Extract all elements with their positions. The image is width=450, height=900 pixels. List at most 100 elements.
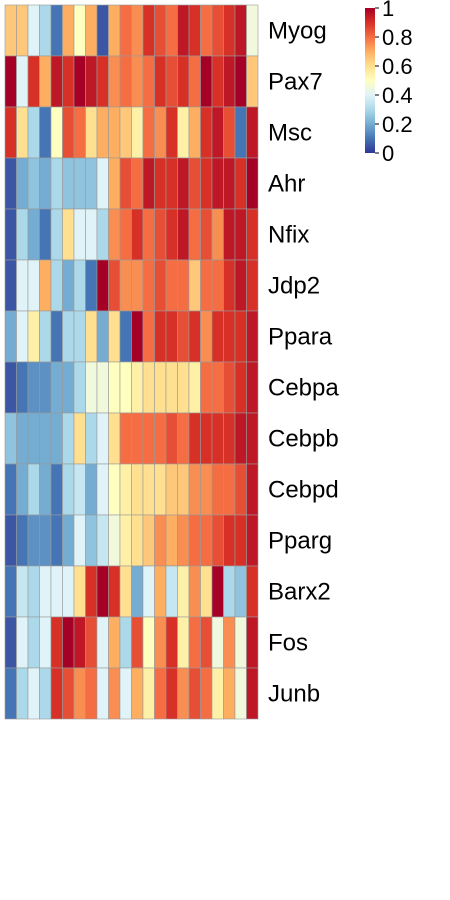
heatmap-cell bbox=[16, 361, 29, 414]
legend-tick-label: 0.4 bbox=[382, 83, 413, 108]
heatmap-cell bbox=[50, 463, 63, 516]
heatmap-cell bbox=[4, 361, 17, 414]
heatmap-cell bbox=[73, 106, 86, 159]
heatmap-cell bbox=[200, 310, 213, 363]
heatmap-cell bbox=[62, 106, 75, 159]
heatmap-cell bbox=[234, 157, 247, 210]
heatmap-cell bbox=[211, 616, 224, 669]
heatmap-cell bbox=[246, 463, 259, 516]
heatmap-cell bbox=[96, 310, 109, 363]
heatmap-cell bbox=[16, 310, 29, 363]
heatmap-cell bbox=[96, 208, 109, 261]
heatmap-cell bbox=[131, 106, 144, 159]
heatmap-cell bbox=[142, 463, 155, 516]
heatmap-cell bbox=[4, 514, 17, 567]
heatmap-cell bbox=[188, 4, 201, 57]
heatmap-cell bbox=[73, 361, 86, 414]
heatmap-cell bbox=[27, 565, 40, 618]
heatmap-cell bbox=[246, 106, 259, 159]
heatmap-cell bbox=[119, 106, 132, 159]
heatmap-cell bbox=[27, 667, 40, 720]
heatmap-cell bbox=[234, 361, 247, 414]
heatmap-cell bbox=[62, 616, 75, 669]
heatmap-cell bbox=[39, 361, 52, 414]
heatmap-cell bbox=[96, 667, 109, 720]
heatmap-cell bbox=[62, 157, 75, 210]
heatmap-cell bbox=[177, 208, 190, 261]
heatmap-cell bbox=[27, 361, 40, 414]
heatmap-cell bbox=[142, 4, 155, 57]
heatmap-cell bbox=[119, 310, 132, 363]
heatmap-cell bbox=[73, 463, 86, 516]
heatmap-cell bbox=[165, 259, 178, 312]
heatmap-cell bbox=[234, 667, 247, 720]
heatmap-cell bbox=[234, 55, 247, 108]
heatmap-cell bbox=[4, 667, 17, 720]
heatmap-cell bbox=[4, 565, 17, 618]
heatmap-cell bbox=[165, 55, 178, 108]
heatmap-cell bbox=[131, 361, 144, 414]
heatmap-cell bbox=[119, 463, 132, 516]
heatmap-cell bbox=[246, 412, 259, 465]
heatmap-cell bbox=[119, 259, 132, 312]
heatmap-cells bbox=[4, 4, 259, 720]
row-label: Myog bbox=[268, 18, 327, 45]
heatmap-cell bbox=[234, 310, 247, 363]
heatmap-cell bbox=[188, 310, 201, 363]
heatmap-cell bbox=[165, 514, 178, 567]
legend-tick-label: 0 bbox=[382, 141, 394, 166]
heatmap-cell bbox=[16, 616, 29, 669]
heatmap-cell bbox=[131, 310, 144, 363]
row-label: Junb bbox=[268, 681, 320, 708]
row-label: Cebpa bbox=[268, 375, 339, 402]
heatmap-cell bbox=[50, 310, 63, 363]
heatmap-cell bbox=[223, 463, 236, 516]
heatmap-cell bbox=[96, 157, 109, 210]
heatmap-cell bbox=[50, 616, 63, 669]
heatmap-cell bbox=[85, 463, 98, 516]
heatmap-cell bbox=[16, 208, 29, 261]
heatmap-cell bbox=[85, 361, 98, 414]
heatmap-cell bbox=[246, 55, 259, 108]
heatmap-cell bbox=[223, 616, 236, 669]
row-label: Ahr bbox=[268, 171, 305, 198]
row-label: Fos bbox=[268, 630, 308, 657]
heatmap-cell bbox=[108, 565, 121, 618]
heatmap-cell bbox=[85, 208, 98, 261]
heatmap-cell bbox=[200, 412, 213, 465]
heatmap-cell bbox=[50, 412, 63, 465]
heatmap-cell bbox=[4, 463, 17, 516]
heatmap-cell bbox=[234, 4, 247, 57]
heatmap-cell bbox=[16, 106, 29, 159]
heatmap-cell bbox=[4, 157, 17, 210]
heatmap-cell bbox=[131, 412, 144, 465]
heatmap-cell bbox=[234, 412, 247, 465]
heatmap-cell bbox=[246, 565, 259, 618]
heatmap-cell bbox=[108, 55, 121, 108]
heatmap-cell bbox=[211, 565, 224, 618]
heatmap-cell bbox=[85, 667, 98, 720]
heatmap-cell bbox=[73, 565, 86, 618]
heatmap-cell bbox=[119, 208, 132, 261]
heatmap-cell bbox=[85, 106, 98, 159]
heatmap-cell bbox=[50, 208, 63, 261]
heatmap-cell bbox=[96, 361, 109, 414]
legend-ticks: 1 0.8 0.6 0.4 0.2 0 bbox=[375, 0, 413, 166]
heatmap-cell bbox=[131, 259, 144, 312]
heatmap-cell bbox=[62, 208, 75, 261]
heatmap-cell bbox=[200, 667, 213, 720]
heatmap-cell bbox=[142, 412, 155, 465]
heatmap-cell bbox=[39, 616, 52, 669]
heatmap-cell bbox=[142, 361, 155, 414]
heatmap-cell bbox=[234, 616, 247, 669]
heatmap-cell bbox=[39, 4, 52, 57]
heatmap-cell bbox=[73, 667, 86, 720]
heatmap-cell bbox=[154, 259, 167, 312]
heatmap-cell bbox=[131, 4, 144, 57]
heatmap-cell bbox=[4, 4, 17, 57]
heatmap-cell bbox=[200, 565, 213, 618]
heatmap-cell bbox=[50, 565, 63, 618]
heatmap-cell bbox=[211, 667, 224, 720]
heatmap-cell bbox=[39, 259, 52, 312]
heatmap-cell bbox=[96, 412, 109, 465]
